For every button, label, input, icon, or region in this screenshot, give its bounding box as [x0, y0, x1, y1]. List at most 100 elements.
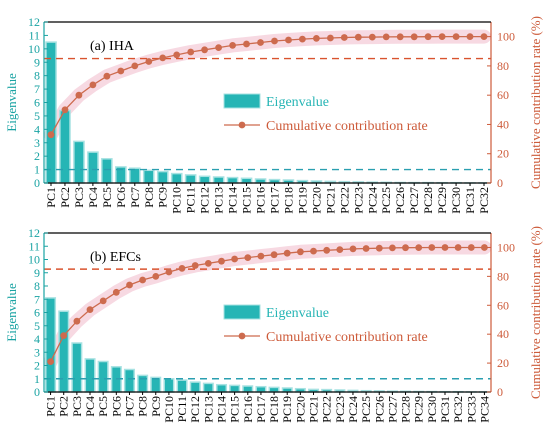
x-tick-label: PC2: [57, 396, 71, 417]
cumulative-point: [452, 33, 460, 40]
cumulative-point: [103, 72, 111, 80]
x-tick-label: PC1: [44, 396, 58, 417]
x-tick-label: PC28: [421, 187, 435, 214]
x-tick-label: PC5: [100, 187, 114, 208]
eigenvalue-bar: [45, 41, 57, 184]
x-tick-label: PC16: [241, 396, 255, 423]
x-tick-label: PC13: [212, 187, 226, 214]
eigenvalue-bar: [198, 175, 211, 184]
x-tick-label: PC4: [83, 396, 97, 417]
eigenvalue-bar: [242, 385, 254, 393]
x-tick-label: PC14: [214, 396, 228, 423]
cumulative-point: [257, 252, 265, 260]
cumulative-point: [89, 81, 97, 89]
x-tick-label: PC12: [198, 187, 212, 214]
x-tick-label: PC30: [449, 187, 463, 214]
x-tick-label: PC5: [96, 396, 110, 417]
cumulative-point: [310, 247, 317, 255]
legend-cumulative-label: Cumulative contribution rate: [266, 330, 428, 345]
cumulative-point: [187, 48, 195, 56]
left-tick-label: 8: [34, 69, 40, 83]
cumulative-point: [112, 288, 120, 296]
x-tick-label: PC29: [435, 187, 449, 214]
cumulative-point: [467, 244, 475, 251]
cumulative-point: [47, 131, 55, 139]
eigenvalue-bar: [176, 379, 188, 393]
x-tick-label: PC9: [149, 396, 163, 417]
legend-cumulative-label: Cumulative contribution rate: [266, 119, 428, 134]
cumulative-point: [47, 358, 54, 365]
x-tick-label: PC32: [477, 187, 491, 214]
cumulative-point: [145, 58, 153, 65]
eigenvalue-bar: [71, 342, 83, 393]
cumulative-point: [438, 33, 446, 40]
cumulative-point: [402, 244, 409, 252]
x-tick-label: PC10: [170, 187, 184, 214]
x-tick-label: PC10: [162, 396, 176, 423]
cumulative-point: [285, 36, 292, 44]
x-tick-label: PC21: [307, 396, 321, 423]
eigenvalue-bar: [84, 358, 96, 393]
cumulative-point: [362, 245, 370, 252]
left-tick-label: 10: [28, 253, 40, 267]
x-tick-label: PC8: [136, 396, 150, 417]
x-tick-label: PC24: [346, 396, 360, 423]
left-tick-label: 0: [34, 176, 40, 190]
x-tick-label: PC31: [438, 396, 452, 423]
x-tick-label: PC11: [175, 396, 189, 422]
x-tick-label: PC33: [464, 396, 478, 423]
left-tick-label: 12: [28, 15, 40, 29]
x-tick-label: PC27: [385, 396, 399, 423]
x-tick-label: PC9: [156, 187, 170, 208]
left-tick-label: 11: [28, 239, 40, 253]
right-tick-label: 0: [497, 176, 503, 190]
left-tick-label: 8: [34, 279, 40, 293]
cumulative-point: [299, 35, 306, 43]
cumulative-point: [244, 254, 252, 261]
x-tick-label: PC22: [320, 396, 334, 423]
cumulative-point: [173, 51, 181, 59]
eigenvalue-bar: [170, 172, 183, 184]
cumulative-point: [375, 244, 383, 252]
x-tick-label: PC22: [337, 187, 351, 214]
x-tick-label: PC27: [407, 187, 421, 214]
cumulative-point: [178, 265, 186, 272]
eigenvalue-bar: [87, 151, 99, 184]
x-tick-label: PC2: [58, 187, 72, 208]
x-tick-label: PC15: [240, 187, 254, 214]
cumulative-point: [152, 273, 160, 280]
x-tick-label: PC8: [142, 187, 156, 208]
eigenvalue-bar: [202, 382, 214, 393]
eigenvalue-bar: [123, 368, 135, 393]
left-tick-label: 3: [34, 136, 40, 150]
right-tick-label: 80: [497, 59, 509, 73]
left-tick-label: 6: [34, 306, 40, 320]
eigenvalue-bar: [129, 167, 141, 184]
legend-eigenvalue-label: Eigenvalue: [266, 306, 329, 321]
eigenvalue-bar: [226, 176, 239, 184]
right-tick-label: 0: [497, 385, 503, 399]
left-tick-label: 1: [34, 372, 40, 386]
left-tick-label: 4: [34, 122, 40, 136]
cumulative-point: [131, 62, 139, 70]
right-axis-label: Cumulative contribution rate (%): [528, 226, 543, 399]
left-tick-label: 2: [34, 149, 40, 163]
x-tick-label: PC17: [267, 187, 281, 214]
eigenvalue-bar: [97, 360, 109, 393]
cumulative-point: [313, 35, 320, 42]
eigenvalue-bar: [150, 376, 162, 393]
x-tick-label: PC23: [351, 187, 365, 214]
eigenvalue-bar: [189, 381, 201, 393]
eigenvalue-bar: [59, 109, 71, 184]
cumulative-point: [336, 246, 344, 254]
x-tick-label: PC32: [451, 396, 465, 423]
x-tick-label: PC30: [425, 396, 439, 423]
cumulative-point: [340, 34, 348, 41]
cumulative-point: [117, 67, 125, 75]
x-tick-label: PC25: [359, 396, 373, 423]
x-tick-label: PC15: [228, 396, 242, 423]
cumulative-point: [283, 249, 291, 257]
